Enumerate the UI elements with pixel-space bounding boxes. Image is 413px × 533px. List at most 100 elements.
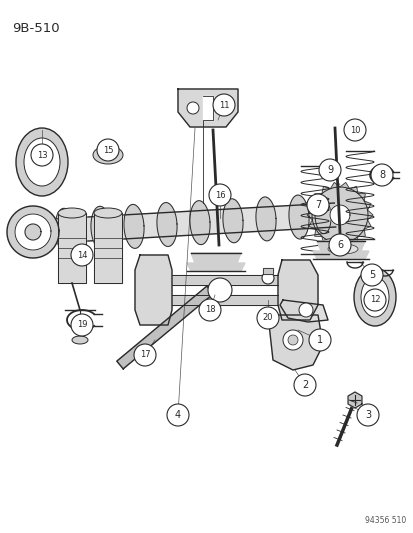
Text: 94356 510: 94356 510 (364, 516, 405, 525)
Polygon shape (91, 206, 111, 250)
Polygon shape (116, 286, 213, 369)
Polygon shape (347, 392, 361, 408)
Polygon shape (363, 201, 370, 210)
Polygon shape (314, 198, 330, 233)
Polygon shape (58, 213, 86, 283)
Text: 16: 16 (214, 190, 225, 199)
Polygon shape (330, 182, 339, 189)
Text: 19: 19 (76, 320, 87, 329)
Circle shape (207, 278, 231, 302)
Text: 13: 13 (37, 150, 47, 159)
Polygon shape (349, 187, 357, 193)
Circle shape (287, 335, 297, 345)
Polygon shape (321, 187, 330, 193)
Ellipse shape (72, 336, 88, 344)
Circle shape (328, 234, 350, 256)
Polygon shape (262, 268, 272, 274)
Circle shape (282, 330, 302, 350)
Text: 11: 11 (218, 101, 229, 109)
Polygon shape (135, 255, 171, 325)
Circle shape (71, 244, 93, 266)
Polygon shape (39, 213, 55, 249)
Polygon shape (288, 195, 309, 239)
Polygon shape (314, 193, 321, 201)
Circle shape (306, 194, 328, 216)
Text: 2: 2 (301, 380, 307, 390)
Polygon shape (321, 237, 330, 244)
Polygon shape (202, 96, 212, 120)
Polygon shape (329, 205, 349, 225)
Text: 5: 5 (368, 270, 374, 280)
Polygon shape (314, 229, 321, 237)
Ellipse shape (58, 208, 86, 218)
Circle shape (209, 184, 230, 206)
Polygon shape (357, 193, 364, 201)
Polygon shape (25, 224, 41, 240)
Polygon shape (311, 187, 367, 243)
Circle shape (212, 94, 235, 116)
Circle shape (256, 307, 278, 329)
Text: 9B-510: 9B-510 (12, 22, 59, 35)
Circle shape (363, 289, 385, 311)
Polygon shape (190, 201, 209, 245)
Polygon shape (308, 201, 315, 210)
Circle shape (31, 144, 53, 166)
Polygon shape (34, 203, 335, 244)
Ellipse shape (353, 268, 395, 326)
Polygon shape (363, 220, 370, 229)
Circle shape (166, 404, 189, 426)
Circle shape (293, 374, 315, 396)
Text: 18: 18 (204, 305, 215, 314)
Polygon shape (94, 213, 122, 283)
Ellipse shape (327, 244, 357, 254)
Polygon shape (308, 220, 315, 229)
Circle shape (261, 272, 273, 284)
Polygon shape (339, 182, 349, 189)
Ellipse shape (360, 277, 388, 317)
Text: 1: 1 (316, 335, 322, 345)
Polygon shape (157, 203, 177, 246)
Text: 3: 3 (364, 410, 370, 420)
Polygon shape (187, 263, 244, 271)
Circle shape (71, 314, 93, 336)
Text: 7: 7 (314, 200, 320, 210)
Circle shape (308, 329, 330, 351)
Text: 6: 6 (336, 240, 342, 250)
Text: 15: 15 (102, 146, 113, 155)
Circle shape (199, 299, 221, 321)
Polygon shape (15, 214, 51, 250)
Text: 20: 20 (262, 313, 273, 322)
Circle shape (134, 344, 156, 366)
Polygon shape (55, 208, 75, 252)
Ellipse shape (94, 208, 122, 218)
Circle shape (360, 264, 382, 286)
Polygon shape (367, 210, 372, 220)
Polygon shape (171, 275, 277, 285)
Ellipse shape (24, 138, 60, 186)
Polygon shape (178, 89, 237, 127)
Polygon shape (267, 315, 322, 370)
Polygon shape (357, 229, 364, 237)
Polygon shape (223, 199, 242, 243)
Ellipse shape (318, 238, 356, 252)
Circle shape (298, 303, 312, 317)
Polygon shape (123, 205, 144, 248)
Polygon shape (349, 237, 357, 244)
Circle shape (318, 159, 340, 181)
Ellipse shape (16, 128, 68, 196)
Polygon shape (255, 197, 275, 241)
Circle shape (356, 404, 378, 426)
Circle shape (216, 102, 228, 114)
Text: 9: 9 (326, 165, 332, 175)
Ellipse shape (100, 150, 116, 160)
Text: 12: 12 (369, 295, 379, 304)
Polygon shape (306, 210, 312, 220)
Circle shape (97, 139, 119, 161)
Polygon shape (171, 295, 277, 305)
Polygon shape (190, 253, 240, 263)
Text: 4: 4 (175, 410, 180, 420)
Text: 8: 8 (378, 170, 384, 180)
Polygon shape (279, 300, 327, 322)
Polygon shape (339, 241, 349, 247)
Circle shape (370, 164, 392, 186)
